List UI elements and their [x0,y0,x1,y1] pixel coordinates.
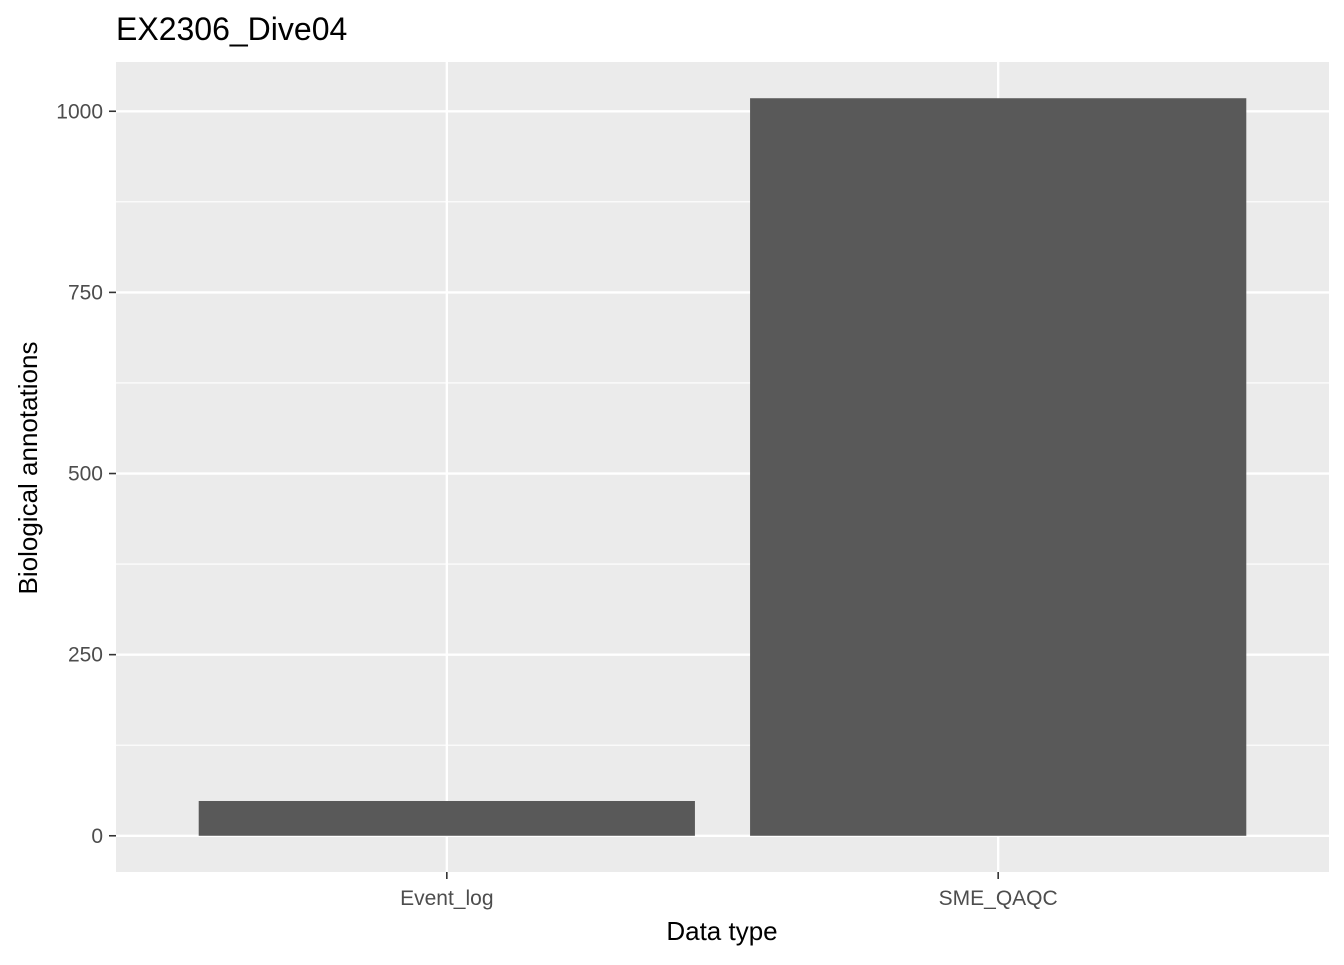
x-axis: Event_log SME_QAQC [400,872,1058,910]
y-axis: 0 250 500 750 1000 [56,100,116,848]
chart-title: EX2306_Dive04 [116,11,347,47]
y-tick-label: 500 [68,463,103,486]
y-tick-label: 250 [68,644,103,667]
x-tick-label: SME_QAQC [939,887,1058,910]
bar-sme-qaqc [750,98,1247,836]
bars-group [198,98,1247,836]
y-axis-title: Biological annotations [13,342,43,595]
y-tick-label: 1000 [56,100,103,123]
y-tick-label: 0 [91,825,103,848]
x-tick-label: Event_log [400,887,493,910]
x-axis-title: Data type [666,916,777,946]
y-tick-label: 750 [68,281,103,304]
bar-event-log [198,800,695,836]
